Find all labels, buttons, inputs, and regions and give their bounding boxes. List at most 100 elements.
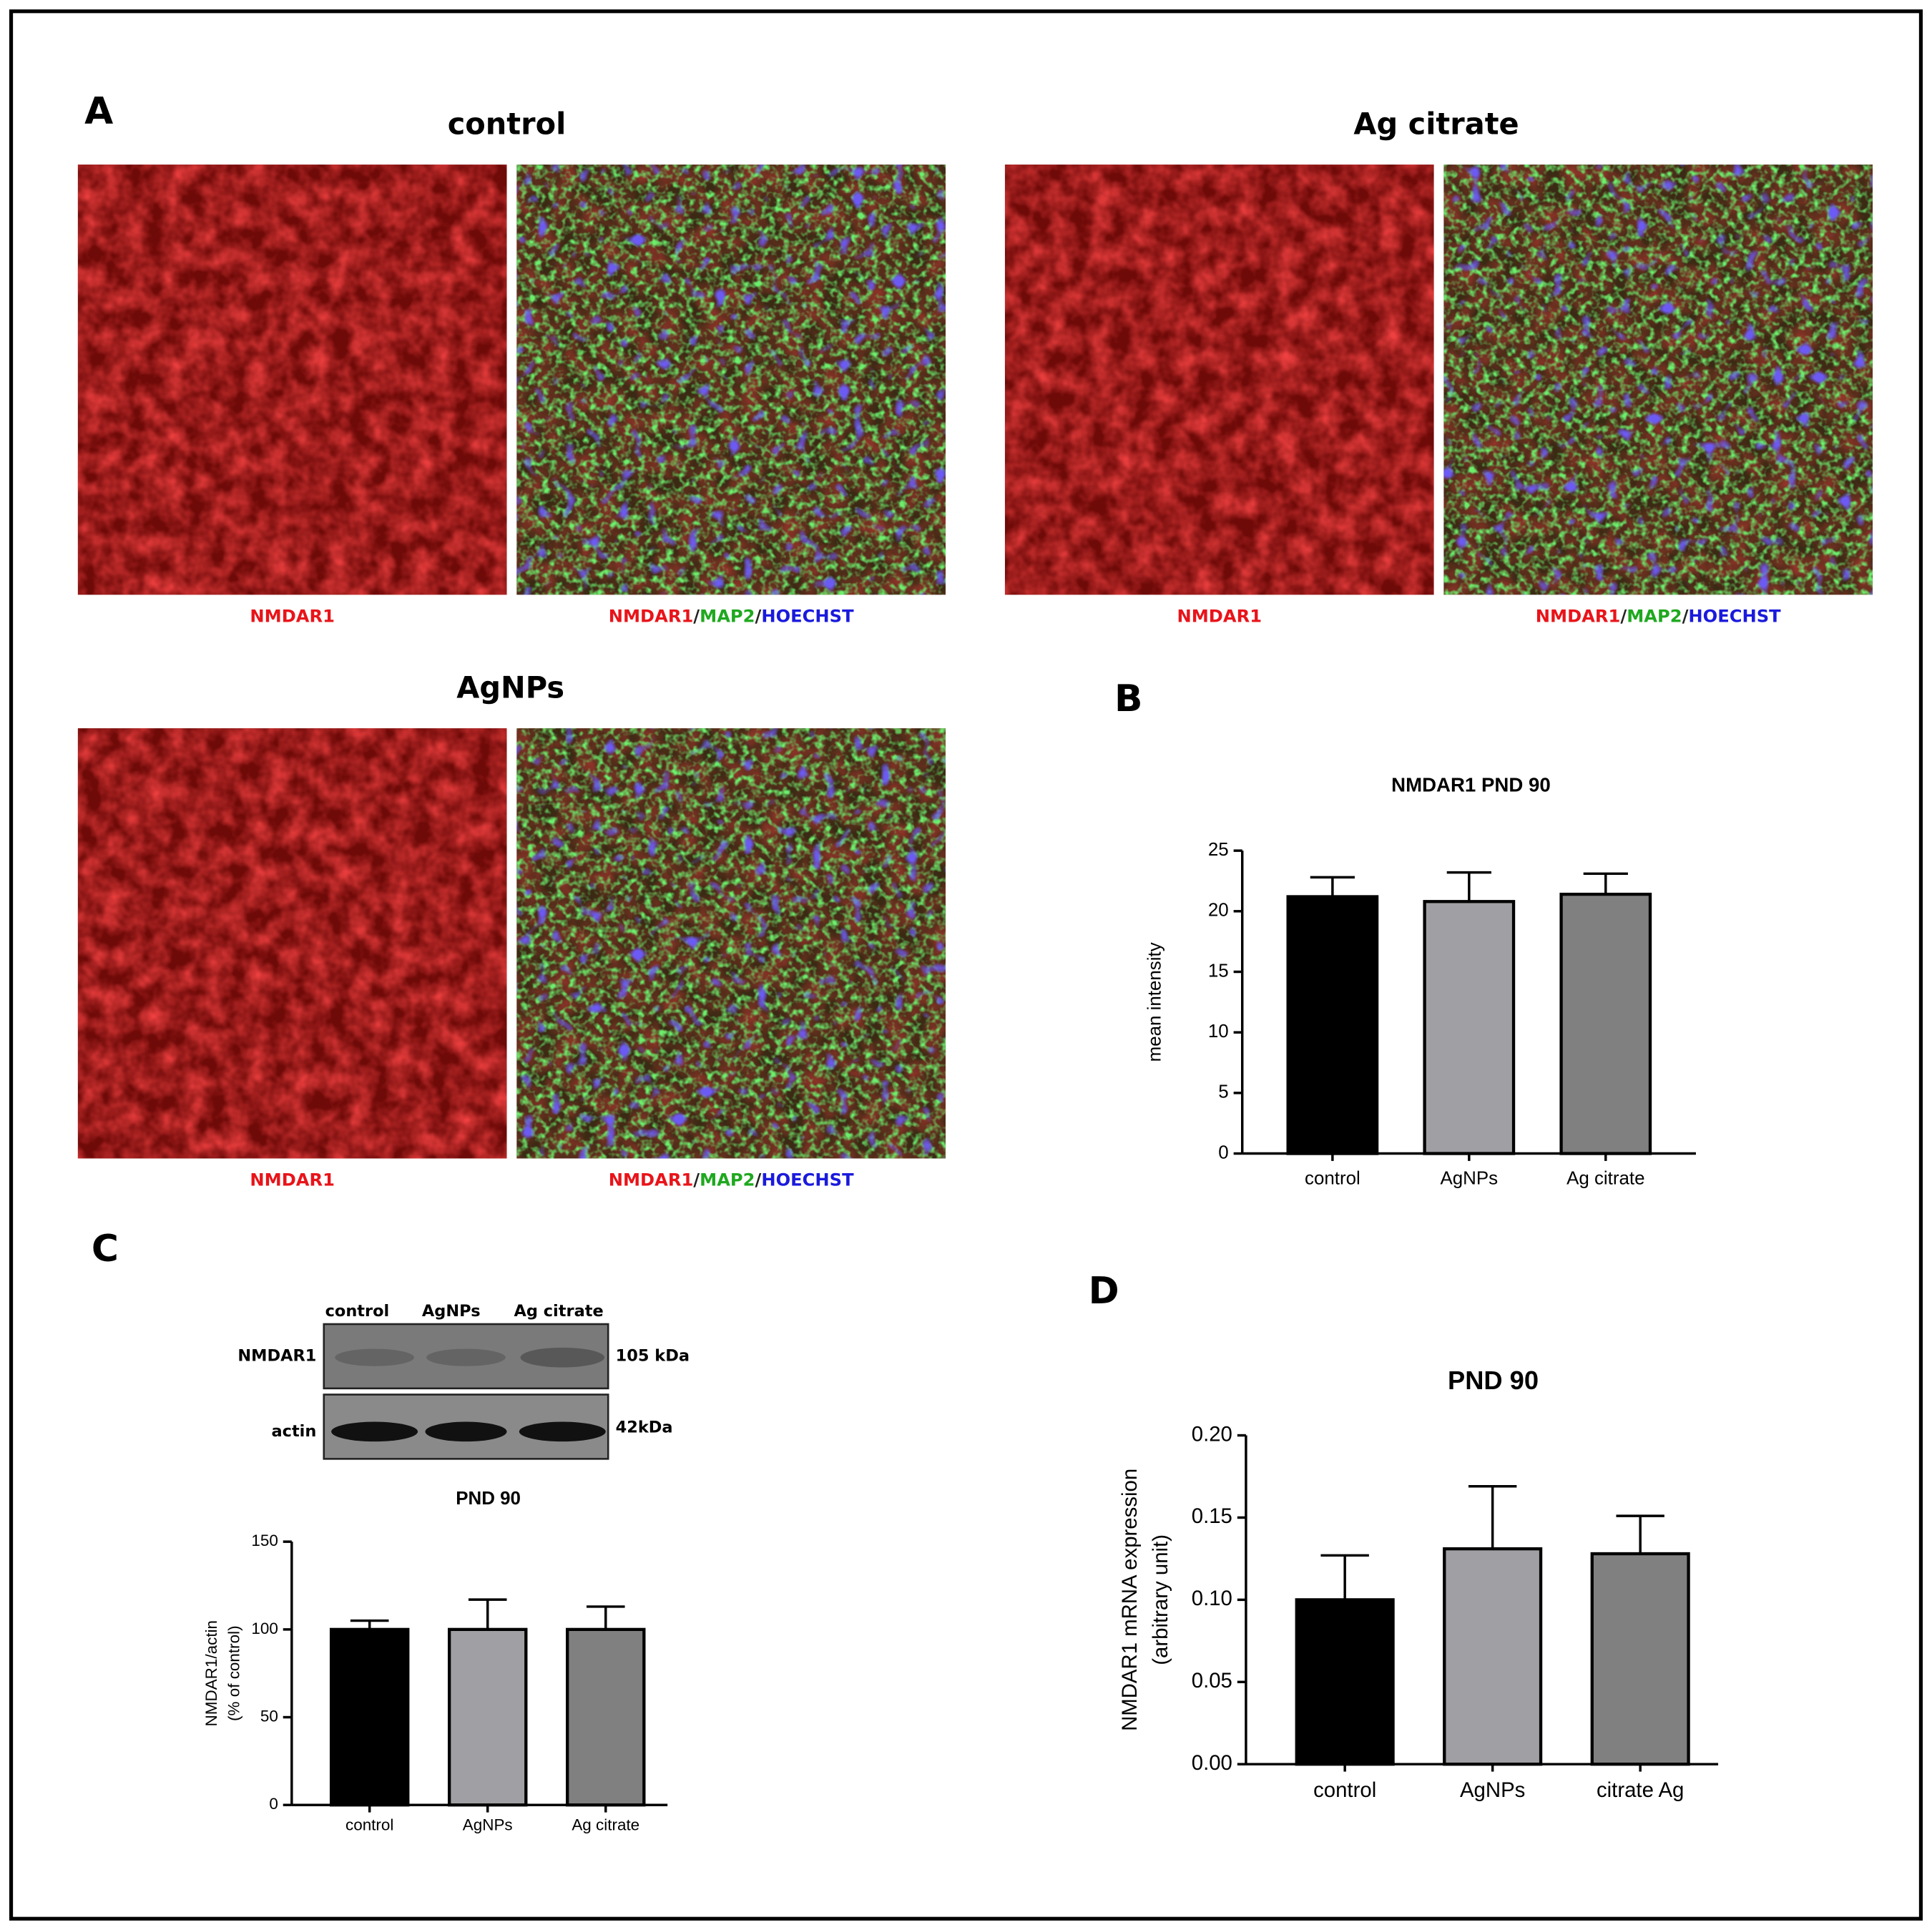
y-tick-label: 15 bbox=[1208, 961, 1229, 981]
panel-letter: B bbox=[1114, 677, 1143, 720]
caption-part: / bbox=[1620, 607, 1627, 627]
y-tick-label: 0.00 bbox=[1192, 1751, 1232, 1775]
chart-title: NMDAR1 PND 90 bbox=[1391, 774, 1551, 796]
y-tick-label: 20 bbox=[1208, 901, 1229, 921]
caption-part: MAP2 bbox=[700, 607, 755, 627]
y-tick-label: 0 bbox=[269, 1795, 278, 1813]
panel-letter: A bbox=[84, 90, 113, 133]
error-bar bbox=[1320, 1554, 1369, 1600]
caption: NMDAR1 bbox=[1177, 607, 1262, 627]
group-title: Ag citrate bbox=[1353, 107, 1519, 141]
error-bar bbox=[586, 1605, 625, 1630]
caption-part: NMDAR1 bbox=[609, 1170, 694, 1190]
micrograph-texture bbox=[77, 728, 507, 1159]
blot-band bbox=[425, 1421, 507, 1442]
caption-part: HOECHST bbox=[761, 1170, 854, 1190]
error-bar bbox=[1468, 1485, 1517, 1549]
micrograph-texture bbox=[516, 728, 946, 1159]
panel-letter: D bbox=[1089, 1270, 1119, 1313]
caption-part: / bbox=[693, 1170, 700, 1190]
caption: NMDAR1/MAP2/HOECHST bbox=[609, 607, 854, 627]
caption: NMDAR1 bbox=[250, 1170, 335, 1190]
micrograph-texture bbox=[1443, 165, 1873, 595]
lane-label: Ag citrate bbox=[514, 1302, 603, 1321]
row-label: NMDAR1 bbox=[237, 1346, 316, 1365]
y-axis-label: (arbitrary unit) bbox=[1149, 1534, 1172, 1665]
lane-label: AgNPs bbox=[422, 1302, 481, 1321]
size-label: 105 kDa bbox=[616, 1346, 690, 1365]
x-tick-label: Ag citrate bbox=[572, 1816, 639, 1834]
y-tick-label: 0.15 bbox=[1192, 1504, 1232, 1528]
bar-chart: PND 90 NMDAR1/actin (% of control) 0 50 100 15… bbox=[202, 1489, 668, 1834]
chart-title: PND 90 bbox=[1448, 1366, 1539, 1395]
bar bbox=[1559, 892, 1652, 1155]
caption-part: / bbox=[755, 1170, 762, 1190]
error-bar bbox=[1446, 871, 1491, 902]
bar bbox=[1423, 900, 1516, 1155]
caption-part: HOECHST bbox=[761, 607, 854, 627]
error-bar bbox=[1583, 872, 1628, 895]
micrograph-texture bbox=[1004, 165, 1434, 595]
y-tick-label: 5 bbox=[1218, 1082, 1228, 1102]
bar bbox=[1590, 1552, 1690, 1766]
bar-chart: PND 90 NMDAR1 mRNA expression (arbitrary u… bbox=[1118, 1366, 1719, 1802]
group-title: AgNPs bbox=[456, 671, 564, 705]
error-bar bbox=[1616, 1514, 1664, 1554]
y-tick-label: 0.05 bbox=[1192, 1669, 1232, 1693]
y-tick-label: 0.20 bbox=[1192, 1422, 1232, 1446]
chart-title: PND 90 bbox=[456, 1489, 521, 1509]
micrograph-texture bbox=[77, 165, 507, 595]
bar bbox=[1295, 1598, 1395, 1766]
caption-part: NMDAR1 bbox=[609, 607, 694, 627]
blot-band bbox=[520, 1347, 605, 1368]
caption-part: HOECHST bbox=[1688, 607, 1781, 627]
y-tick-label: 0.10 bbox=[1192, 1587, 1232, 1610]
error-bar bbox=[1310, 876, 1355, 897]
caption: NMDAR1 bbox=[250, 607, 335, 627]
lane-label: control bbox=[325, 1302, 390, 1321]
y-tick-label: 10 bbox=[1208, 1022, 1229, 1042]
bar bbox=[1286, 895, 1379, 1155]
x-tick-label: citrate Ag bbox=[1597, 1778, 1684, 1802]
y-axis-label: NMDAR1/actin bbox=[202, 1620, 220, 1726]
y-axis-label: NMDAR1 mRNA expression bbox=[1118, 1469, 1142, 1731]
caption-part: MAP2 bbox=[700, 1170, 755, 1190]
row-label: actin bbox=[271, 1422, 316, 1441]
caption-part: / bbox=[693, 607, 700, 627]
bar bbox=[1443, 1547, 1543, 1766]
error-bar bbox=[468, 1598, 507, 1630]
micrograph-texture bbox=[516, 165, 946, 595]
caption: NMDAR1/MAP2/HOECHST bbox=[609, 1170, 854, 1190]
caption-part: / bbox=[1682, 607, 1689, 627]
caption: NMDAR1/MAP2/HOECHST bbox=[1536, 607, 1781, 627]
bar-chart: NMDAR1 PND 90 mean intensity 0 5 10 15 20 25 con… bbox=[1145, 774, 1696, 1189]
panel-letter: C bbox=[92, 1228, 119, 1270]
x-tick-label: AgNPs bbox=[1460, 1778, 1525, 1802]
y-axis-label: mean intensity bbox=[1145, 942, 1165, 1062]
x-tick-label: control bbox=[1305, 1169, 1360, 1189]
x-tick-label: control bbox=[1313, 1778, 1376, 1802]
y-tick-label: 100 bbox=[251, 1620, 278, 1637]
group-title: control bbox=[448, 107, 567, 141]
blot-band bbox=[519, 1421, 606, 1442]
blot-band bbox=[426, 1348, 506, 1366]
size-label: 42kDa bbox=[616, 1419, 673, 1437]
y-tick-label: 50 bbox=[260, 1707, 278, 1725]
blot-band bbox=[335, 1348, 414, 1366]
y-tick-label: 0 bbox=[1218, 1142, 1228, 1162]
caption-part: MAP2 bbox=[1627, 607, 1682, 627]
blot-band bbox=[331, 1421, 418, 1442]
western-blot: control AgNPs Ag citrate NMDAR1 actin 10… bbox=[237, 1302, 690, 1460]
bar bbox=[447, 1627, 528, 1807]
x-tick-label: control bbox=[345, 1816, 393, 1834]
x-tick-label: Ag citrate bbox=[1566, 1169, 1644, 1189]
error-bar bbox=[350, 1619, 389, 1630]
y-axis-label: (% of control) bbox=[225, 1625, 242, 1721]
bar bbox=[329, 1627, 410, 1807]
x-tick-label: AgNPs bbox=[463, 1816, 513, 1834]
x-tick-label: AgNPs bbox=[1441, 1169, 1499, 1189]
y-tick-label: 25 bbox=[1208, 840, 1229, 860]
caption-part: NMDAR1 bbox=[1536, 607, 1621, 627]
bar bbox=[566, 1627, 646, 1807]
